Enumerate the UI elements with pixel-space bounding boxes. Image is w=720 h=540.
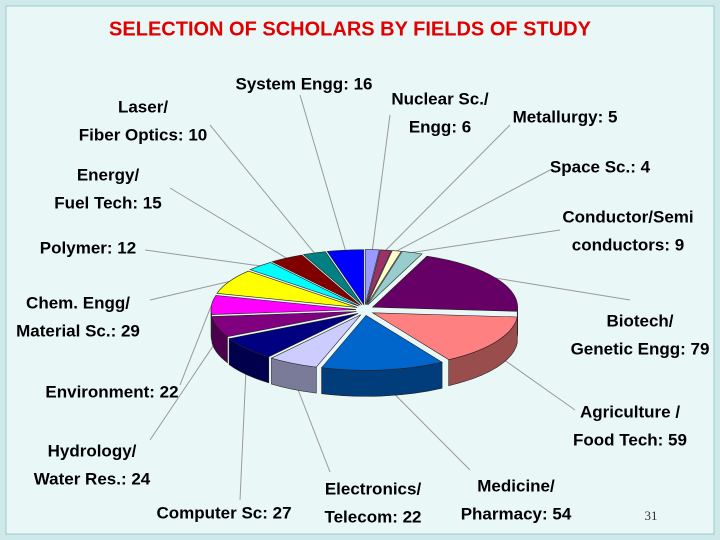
leader-line (169, 187, 287, 259)
leader-line (292, 376, 331, 473)
slice (367, 251, 423, 306)
slice-label-line: Space Sc.: 4 (550, 157, 651, 176)
slice-label: Environment: 22 (45, 382, 178, 401)
slice-label-line: Medicine/ (477, 476, 555, 495)
slice (270, 314, 362, 368)
slice-label: Polymer: 12 (40, 238, 136, 257)
chart-title: SELECTION OF SCHOLARS BY FIELDS OF STUDY (109, 18, 592, 40)
slice-label: Electronics/Telecom: 22 (324, 479, 421, 526)
slice (326, 249, 365, 306)
slice-label-line: Conductor/Semi (562, 207, 693, 226)
leader-line (179, 304, 213, 386)
leader-line (371, 114, 391, 250)
leader-line (496, 354, 576, 411)
slice (366, 250, 402, 305)
slice (211, 311, 357, 338)
slice-label: Metallurgy: 5 (513, 107, 618, 126)
slice-label: Energy/Fuel Tech: 15 (54, 165, 161, 212)
slice-label: Chem. Engg/Material Sc.: 29 (16, 293, 140, 340)
slice-label-line: Agriculture / (580, 402, 680, 421)
slice (365, 249, 393, 305)
slice-label-line: Material Sc.: 29 (16, 321, 140, 340)
slice-label-line: Nuclear Sc./ (391, 89, 489, 108)
slice (321, 314, 443, 371)
slice (371, 255, 518, 312)
slice-label-line: Hydrology/ (48, 441, 137, 460)
slice-label: Medicine/Pharmacy: 54 (461, 476, 572, 523)
slice (249, 262, 359, 307)
slice-label-line: Genetic Engg: 79 (571, 339, 710, 358)
slice-label-line: Telecom: 22 (324, 507, 421, 526)
slice-label: Conductor/Semi conductors: 9 (562, 207, 693, 254)
leader-line (239, 361, 247, 501)
leader-line (149, 281, 230, 301)
leader-line (385, 124, 511, 251)
slice-label-line: Electronics/ (325, 479, 422, 498)
slice-label-line: Polymer: 12 (40, 238, 136, 257)
slice-label: Agriculture / Food Tech: 59 (573, 402, 687, 449)
slice (216, 270, 358, 308)
slice-label: Nuclear Sc./ Engg: 6 (391, 89, 489, 136)
slice (302, 251, 363, 306)
page-number: 31 (645, 508, 658, 523)
leader-line (144, 249, 260, 267)
leader-line (209, 124, 315, 254)
slice-label-line: Computer Sc: 27 (156, 503, 291, 522)
slice-label-line: Laser/ (118, 97, 168, 116)
slice-label-line: Fuel Tech: 15 (54, 193, 161, 212)
leader-line (412, 229, 561, 254)
leader-line (299, 94, 346, 251)
slice-label-line: conductors: 9 (572, 235, 684, 254)
slice (271, 254, 361, 306)
slice-label-line: Pharmacy: 54 (461, 504, 572, 523)
slice-label-line: Fiber Optics: 10 (79, 125, 207, 144)
slice (371, 312, 518, 360)
slice-label-line: Metallurgy: 5 (513, 107, 618, 126)
slice-label-line: Chem. Engg/ (26, 293, 130, 312)
slice (228, 313, 359, 358)
slice-label-line: System Engg: 16 (236, 74, 373, 93)
slice (210, 295, 357, 315)
leader-line (396, 169, 551, 252)
slice-label-line: Water Res.: 24 (34, 469, 151, 488)
slice-label-line: Energy/ (77, 165, 140, 184)
slice-label: Space Sc.: 4 (550, 157, 651, 176)
slice (365, 249, 380, 305)
slice-label: Biotech/Genetic Engg: 79 (571, 311, 710, 358)
slice-label-line: Food Tech: 59 (573, 430, 687, 449)
slice-label-line: Engg: 6 (409, 117, 471, 136)
slice-label: System Engg: 16 (236, 74, 373, 93)
slice-label: Hydrology/Water Res.: 24 (34, 441, 151, 488)
slice-label-line: Biotech/ (606, 311, 673, 330)
slice-label: Laser/Fiber Optics: 10 (79, 97, 207, 144)
slice-label-line: Environment: 22 (45, 382, 178, 401)
leader-line (383, 382, 471, 471)
slice-label: Computer Sc: 27 (156, 503, 291, 522)
leader-line (495, 277, 631, 301)
leader-line (149, 339, 218, 441)
